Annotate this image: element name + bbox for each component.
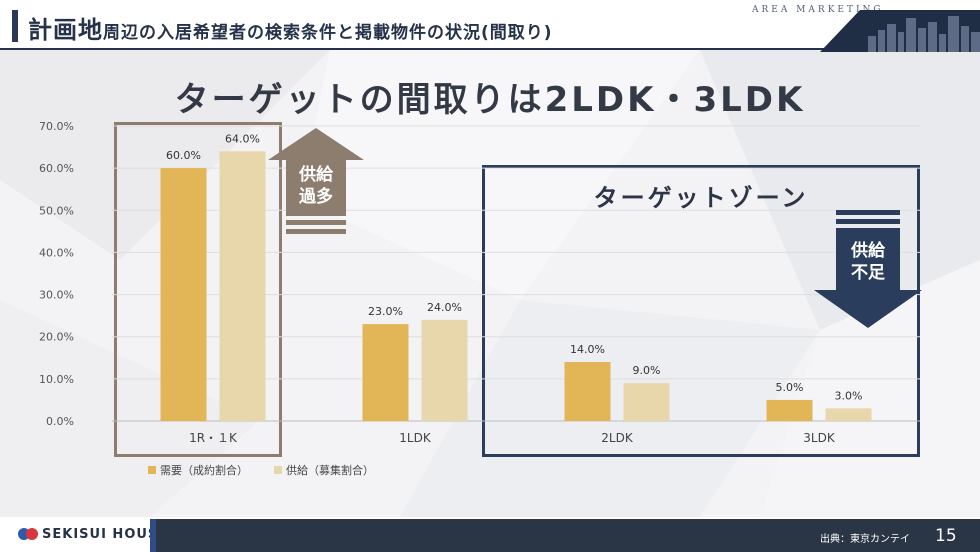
- legend-label-demand: 需要（成約割合）: [160, 464, 248, 477]
- sekisui-house-logo-icon: [18, 528, 38, 540]
- brand-name: SEKISUI HOUSE: [42, 527, 169, 542]
- y-tick-label: 10.0%: [39, 373, 74, 386]
- bar-demand-0: [160, 168, 207, 421]
- legend-label-supply: 供給（募集割合）: [286, 464, 374, 477]
- header: 計画地 周辺の入居希望者の検索条件と掲載物件の状況(間取り) AREA MARK…: [0, 0, 980, 52]
- bar-demand-2: [564, 362, 611, 421]
- header-divider: [0, 48, 860, 50]
- data-label: 9.0%: [633, 364, 661, 377]
- oversupply-category-frame: [114, 122, 282, 457]
- bar-demand-3: [766, 399, 813, 421]
- footer-bar: [150, 519, 980, 552]
- bar-demand-1: [362, 324, 409, 421]
- oversupply-up-arrow-icon: [268, 128, 364, 234]
- main-headline: ターゲットの間取りは2LDK・3LDK: [174, 80, 806, 120]
- area-marketing-label: AREA MARKETING: [752, 5, 884, 15]
- undersupply-label: 供給 不足: [838, 240, 898, 284]
- data-label: 5.0%: [776, 381, 804, 394]
- page-title: 計画地 周辺の入居希望者の検索条件と掲載物件の状況(間取り): [28, 10, 553, 44]
- data-label: 23.0%: [368, 305, 403, 318]
- city-skyline-icon: [820, 10, 980, 52]
- x-category-label: 1LDK: [399, 431, 432, 445]
- y-tick-label: 20.0%: [39, 331, 74, 344]
- y-tick-label: 60.0%: [39, 162, 74, 175]
- footer: SEKISUI HOUSE 出典：東京カンテイ 15: [0, 517, 980, 552]
- data-label: 14.0%: [570, 343, 605, 356]
- source-note: 出典：東京カンテイ: [820, 534, 910, 545]
- undersupply-label-line1: 供給: [851, 241, 885, 261]
- y-tick-label: 30.0%: [39, 289, 74, 302]
- legend-item-demand: 需要（成約割合）: [148, 462, 248, 478]
- data-label: 60.0%: [166, 149, 201, 162]
- legend-swatch-demand: [148, 466, 156, 474]
- y-tick-label: 0.0%: [46, 415, 74, 428]
- data-label: 64.0%: [225, 132, 260, 145]
- undersupply-label-line2: 不足: [851, 263, 885, 283]
- title-accent-bar: [12, 10, 18, 42]
- oversupply-label-line2: 過多: [299, 187, 333, 207]
- footer-accent: [150, 519, 156, 552]
- legend-item-supply: 供給（募集割合）: [274, 462, 374, 478]
- y-tick-label: 40.0%: [39, 246, 74, 259]
- x-category-label: 3LDK: [803, 431, 836, 445]
- bar-supply-1: [421, 319, 468, 421]
- target-zone-frame: [482, 165, 920, 457]
- page-title-main: 計画地: [28, 16, 103, 44]
- bar-supply-0: [219, 151, 266, 422]
- legend-swatch-supply: [274, 466, 282, 474]
- x-category-label: 2LDK: [601, 431, 634, 445]
- y-tick-label: 50.0%: [39, 204, 74, 217]
- page-title-rest: 周辺の入居希望者の検索条件と掲載物件の状況(間取り): [103, 23, 553, 43]
- oversupply-label-line1: 供給: [299, 165, 333, 185]
- page-number: 15: [935, 526, 957, 546]
- chart-legend: 需要（成約割合） 供給（募集割合）: [148, 462, 374, 478]
- x-category-label: 1R・１K: [189, 431, 238, 445]
- undersupply-down-arrow-icon: [814, 210, 922, 328]
- data-label: 24.0%: [427, 301, 462, 314]
- bar-supply-3: [825, 408, 872, 421]
- bar-supply-2: [623, 383, 670, 421]
- oversupply-label: 供給 過多: [286, 164, 346, 208]
- y-tick-label: 70.0%: [39, 120, 74, 133]
- target-zone-label: ターゲットゾーン: [593, 184, 809, 212]
- data-label: 3.0%: [835, 389, 863, 402]
